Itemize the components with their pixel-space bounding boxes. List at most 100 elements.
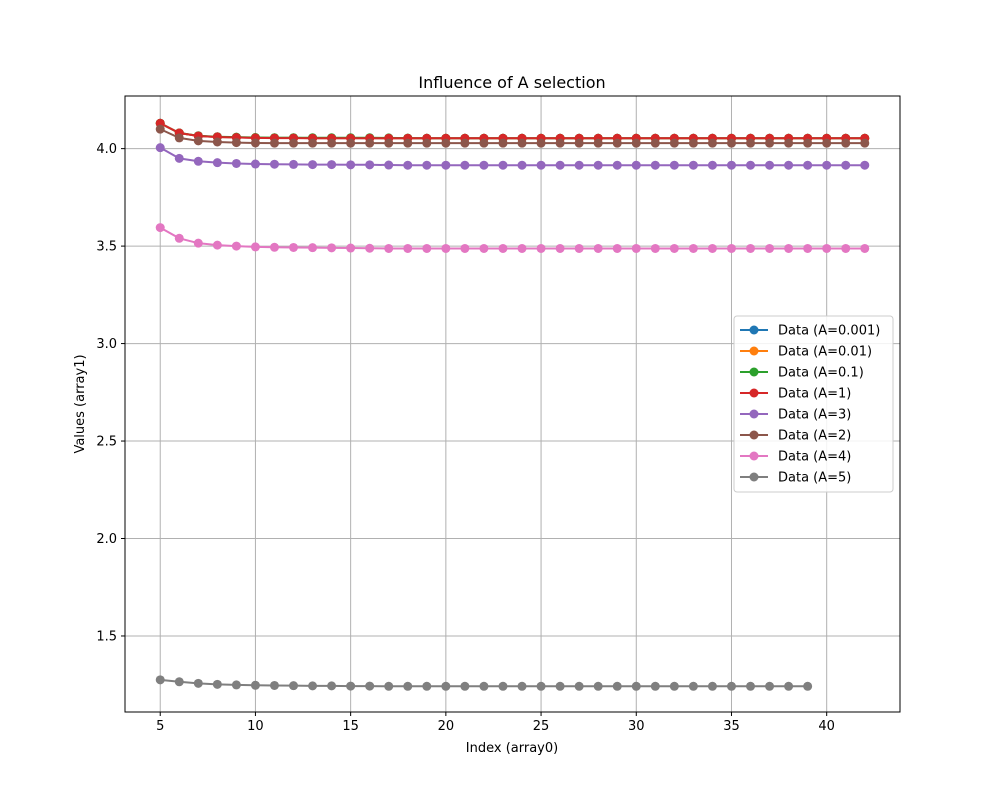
legend-label: Data (A=0.1) [778, 366, 864, 381]
data-point [555, 681, 565, 691]
data-point [517, 138, 527, 148]
data-point [612, 243, 622, 253]
data-point [365, 138, 375, 148]
data-point [841, 138, 851, 148]
data-point [231, 138, 241, 148]
legend-label: Data (A=0.01) [778, 345, 872, 360]
data-point [726, 160, 736, 170]
data-point [384, 681, 394, 691]
data-point [707, 243, 717, 253]
data-point [327, 243, 337, 253]
data-point [308, 160, 318, 170]
legend-marker [749, 388, 759, 398]
data-point [593, 243, 603, 253]
data-point [346, 160, 356, 170]
data-point [422, 243, 432, 253]
data-point [822, 160, 832, 170]
legend-marker [749, 472, 759, 482]
data-point [250, 680, 260, 690]
data-point [707, 160, 717, 170]
data-point [403, 160, 413, 170]
data-point [555, 160, 565, 170]
data-point [707, 681, 717, 691]
data-point [860, 243, 870, 253]
legend-label: Data (A=1) [778, 387, 851, 402]
data-point [765, 243, 775, 253]
data-point [193, 678, 203, 688]
data-point [174, 133, 184, 143]
data-point [479, 160, 489, 170]
data-point [365, 160, 375, 170]
data-point [803, 138, 813, 148]
x-tick-label: 25 [533, 719, 550, 734]
data-point [155, 675, 165, 685]
data-point [346, 681, 356, 691]
data-point [765, 681, 775, 691]
y-tick-label: 3.0 [96, 337, 117, 352]
data-point [688, 138, 698, 148]
series-5 [155, 143, 870, 170]
data-point [555, 243, 565, 253]
legend: Data (A=0.001) Data (A=0.01) Data (A=0.1) D… [733, 315, 894, 493]
data-point [498, 681, 508, 691]
data-point [841, 243, 851, 253]
data-point [384, 243, 394, 253]
data-point [574, 160, 584, 170]
legend-label: Data (A=4) [778, 450, 851, 465]
data-point [536, 681, 546, 691]
data-point [384, 138, 394, 148]
legend-item: Data (A=4) [740, 450, 851, 465]
data-point [441, 681, 451, 691]
series-8 [155, 675, 813, 691]
data-point [841, 160, 851, 170]
legend-marker [749, 430, 759, 440]
legend-marker [749, 325, 759, 335]
data-point [574, 243, 584, 253]
legend-item: Data (A=0.1) [740, 366, 864, 381]
data-point [441, 160, 451, 170]
data-point [250, 159, 260, 169]
data-point [193, 156, 203, 166]
data-point [784, 243, 794, 253]
data-point [593, 138, 603, 148]
legend-item: Data (A=5) [740, 471, 851, 486]
y-axis-label: Values (array1) [73, 354, 88, 453]
data-point [726, 681, 736, 691]
data-point [269, 159, 279, 169]
y-tick-label: 3.5 [96, 240, 117, 255]
data-point [726, 138, 736, 148]
data-point [822, 138, 832, 148]
data-point [327, 681, 337, 691]
y-tick-label: 2.5 [96, 435, 117, 450]
data-point [498, 138, 508, 148]
data-point [803, 681, 813, 691]
data-point [765, 160, 775, 170]
x-tick-label: 40 [818, 719, 835, 734]
x-tick-label: 10 [247, 719, 264, 734]
data-point [212, 240, 222, 250]
data-point [403, 243, 413, 253]
data-point [650, 243, 660, 253]
x-tick-label: 15 [342, 719, 359, 734]
data-point [746, 160, 756, 170]
legend-item: Data (A=1) [740, 387, 851, 402]
data-point [289, 681, 299, 691]
data-point [479, 681, 489, 691]
data-point [650, 138, 660, 148]
legend-box [733, 315, 894, 493]
data-point [669, 138, 679, 148]
data-point [746, 681, 756, 691]
data-point [822, 243, 832, 253]
data-point [422, 138, 432, 148]
data-point [308, 243, 318, 253]
data-point [155, 124, 165, 134]
data-point [555, 138, 565, 148]
x-tick-label: 35 [723, 719, 740, 734]
series-7 [155, 223, 870, 253]
data-point [460, 681, 470, 691]
data-point [784, 681, 794, 691]
x-tick-label: 20 [438, 719, 455, 734]
chart-title: Influence of A selection [418, 73, 605, 92]
data-point [289, 138, 299, 148]
